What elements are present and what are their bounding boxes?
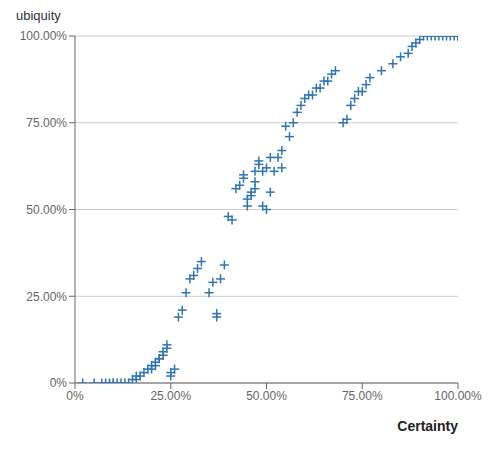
svg-text:0%: 0% (50, 376, 68, 390)
svg-text:75.00%: 75.00% (342, 389, 383, 403)
svg-text:50.00%: 50.00% (26, 203, 67, 217)
svg-text:0%: 0% (66, 389, 84, 403)
html-text:ubiquity: ubiquity (16, 8, 61, 23)
svg-text:50.00%: 50.00% (246, 389, 287, 403)
svg-text:25.00%: 25.00% (26, 290, 67, 304)
svg-text:25.00%: 25.00% (150, 389, 191, 403)
svg-text:75.00%: 75.00% (26, 116, 67, 130)
svg-text:100.00%: 100.00% (434, 389, 482, 403)
svg-text:Certainty: Certainty (397, 418, 458, 434)
svg-text:100.00%: 100.00% (20, 29, 68, 43)
